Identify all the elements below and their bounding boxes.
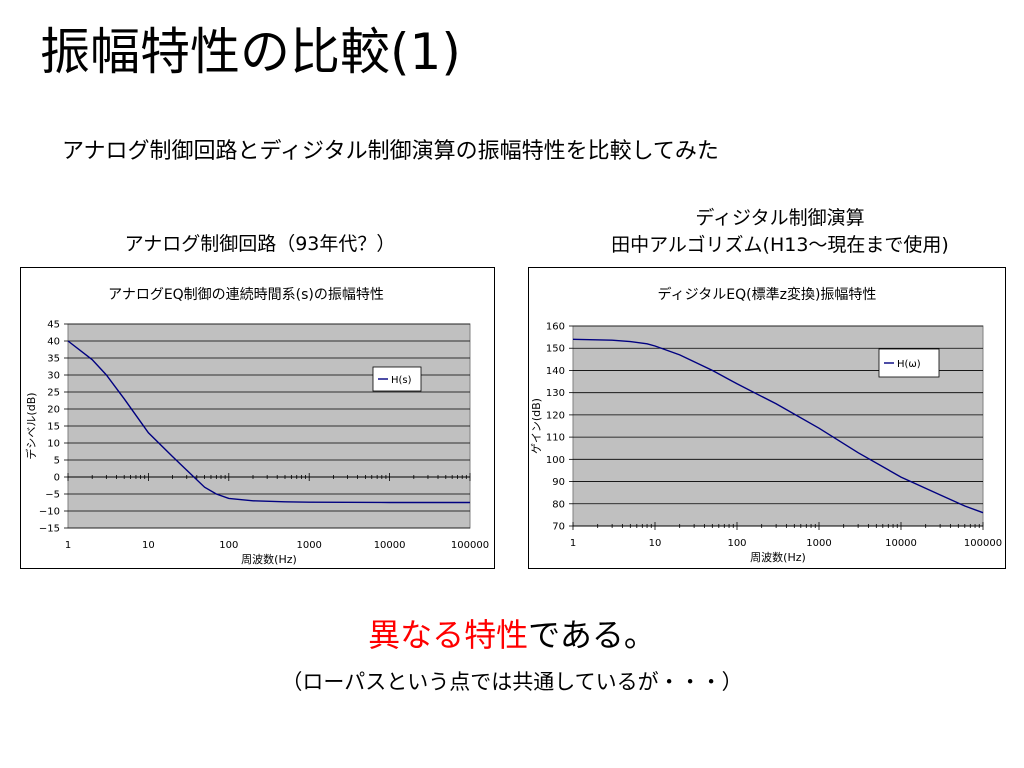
conclusion-text: である。 bbox=[528, 616, 656, 654]
conclusion: 異なる特性である。 bbox=[0, 614, 1024, 656]
x-axis-title: 周波数(Hz) bbox=[241, 553, 297, 566]
y-tick-label: 15 bbox=[47, 422, 60, 433]
digital-caption-line1: ディジタル制御演算 bbox=[695, 207, 865, 229]
y-tick-label: 80 bbox=[552, 499, 565, 510]
slide-title: 振幅特性の比較(1) bbox=[40, 23, 461, 81]
y-tick-label: 0 bbox=[54, 473, 60, 484]
slide-subtitle: アナログ制御回路とディジタル制御演算の振幅特性を比較してみた bbox=[62, 139, 719, 164]
y-tick-label: 20 bbox=[47, 405, 60, 416]
x-tick-label: 10 bbox=[142, 540, 155, 551]
chart-title: ディジタルEQ(標準z変換)振幅特性 bbox=[658, 286, 877, 303]
x-tick-label: 1000 bbox=[806, 538, 831, 549]
x-tick-label: 10 bbox=[649, 538, 662, 549]
analog-chart-panel: アナログEQ制御の連続時間系(s)の振幅特性 45 40 35 30 25 20 15 10 5 0… bbox=[20, 267, 495, 569]
y-tick-label: 10 bbox=[47, 439, 60, 450]
conclusion-highlight: 異なる特性 bbox=[368, 616, 529, 654]
x-axis-title: 周波数(Hz) bbox=[750, 551, 806, 564]
y-axis-title: デシベル(dB) bbox=[24, 392, 38, 459]
x-tick-label: 10000 bbox=[374, 540, 406, 551]
y-tick-label: 120 bbox=[546, 410, 565, 421]
x-tick-label: 100000 bbox=[451, 540, 489, 551]
y-tick-label: 90 bbox=[552, 477, 565, 488]
y-tick-label: 25 bbox=[47, 388, 60, 399]
conclusion-note: （ローパスという点では共通しているが・・・） bbox=[281, 670, 743, 694]
y-tick-label: 130 bbox=[546, 388, 565, 399]
x-tick-label: 1 bbox=[65, 540, 71, 551]
series-line bbox=[572, 338, 984, 514]
chart-title: アナログEQ制御の連続時間系(s)の振幅特性 bbox=[108, 286, 384, 303]
analog-caption: アナログ制御回路（93年代？） bbox=[124, 233, 396, 255]
digital-caption: ディジタル制御演算 田中アルゴリズム(H13～現在まで使用) bbox=[540, 205, 1020, 259]
series-line bbox=[67, 340, 470, 504]
y-axis-title: ゲイン(dB) bbox=[530, 398, 543, 454]
legend-label: H(s) bbox=[391, 375, 412, 386]
legend-label: H(ω) bbox=[897, 359, 921, 370]
y-tick-label: 35 bbox=[47, 354, 60, 365]
x-tick-label: 10000 bbox=[885, 538, 917, 549]
digital-chart-panel: ディジタルEQ(標準z変換)振幅特性 160 150 140 130 120 110 100 9… bbox=[528, 267, 1006, 569]
x-tick-label: 100000 bbox=[964, 538, 1002, 549]
y-tick-label: 110 bbox=[546, 433, 565, 444]
y-tick-label: −15 bbox=[39, 524, 60, 535]
y-tick-label: −5 bbox=[45, 490, 60, 501]
x-tick-label: 1000 bbox=[296, 540, 321, 551]
y-tick-label: 140 bbox=[546, 366, 565, 377]
digital-caption-line2: 田中アルゴリズム(H13～現在まで使用) bbox=[611, 234, 949, 256]
analog-chart: アナログEQ制御の連続時間系(s)の振幅特性 45 40 35 30 25 20 15 10 5 0… bbox=[24, 286, 489, 566]
y-tick-label: 150 bbox=[546, 344, 565, 355]
x-tick-label: 100 bbox=[727, 538, 746, 549]
y-tick-label: 100 bbox=[546, 455, 565, 466]
y-tick-label: 160 bbox=[546, 322, 565, 333]
y-tick-label: 40 bbox=[47, 337, 60, 348]
y-tick-label: 45 bbox=[47, 320, 60, 331]
digital-chart: ディジタルEQ(標準z変換)振幅特性1601501401301201101009… bbox=[530, 286, 1002, 564]
y-tick-label: 5 bbox=[54, 456, 60, 467]
y-tick-label: 30 bbox=[47, 371, 60, 382]
x-tick-label: 1 bbox=[570, 538, 576, 549]
x-tick-label: 100 bbox=[219, 540, 238, 551]
y-tick-label: −10 bbox=[39, 507, 60, 518]
y-tick-label: 70 bbox=[552, 522, 565, 533]
